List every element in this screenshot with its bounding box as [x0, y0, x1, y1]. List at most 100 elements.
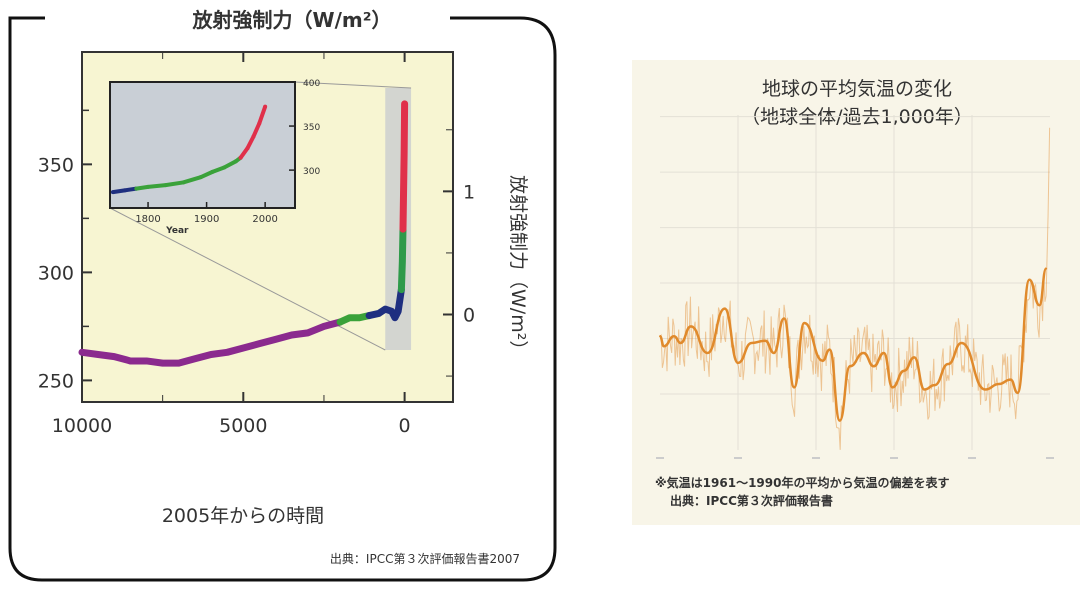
inset-data-point	[257, 121, 262, 126]
left-right-axis-label: 放射強制力（W/m²）	[507, 175, 529, 359]
annual-temperature-line	[659, 127, 1051, 450]
data-point	[398, 286, 405, 293]
data-point	[391, 314, 398, 321]
data-point	[750, 341, 753, 344]
left-chart-title: 放射強制力（W/m²）	[192, 8, 392, 32]
inset-data-point	[263, 104, 268, 109]
data-point	[706, 351, 709, 354]
data-point	[375, 310, 382, 317]
x-tick-label: 0	[399, 415, 411, 437]
data-point	[891, 386, 894, 389]
data-point	[947, 363, 950, 366]
data-point	[793, 386, 796, 389]
right-chart-title: 地球の平均気温の変化	[762, 78, 952, 100]
data-point	[191, 355, 198, 362]
data-point	[1038, 304, 1041, 307]
data-point	[304, 329, 311, 336]
inset-x-tick-label: 2000	[252, 214, 277, 225]
data-point	[95, 351, 102, 358]
inset-data-point	[210, 169, 215, 174]
inset-data-point	[122, 188, 127, 193]
data-point	[984, 388, 987, 391]
inset-data-point	[245, 146, 250, 151]
data-point	[256, 340, 263, 347]
data-point	[111, 353, 118, 360]
data-point	[662, 345, 665, 348]
y2-tick-label: 1	[463, 181, 475, 203]
data-point	[882, 351, 885, 354]
data-point	[143, 357, 150, 364]
x-tick-label: 10000	[52, 415, 112, 437]
data-point	[399, 226, 406, 233]
left-x-axis-label: 2005年からの時間	[162, 505, 324, 527]
data-series-line	[336, 312, 373, 326]
data-point	[272, 336, 279, 343]
data-point	[679, 341, 682, 344]
data-point	[872, 365, 875, 368]
data-point	[240, 344, 247, 351]
data-point	[997, 383, 1000, 385]
inset-data-point	[198, 175, 203, 180]
inset-x-tick-label: 1900	[194, 214, 219, 225]
right-panel	[632, 60, 1080, 525]
data-point	[400, 182, 407, 189]
data-point	[208, 351, 215, 358]
inset-x-tick-label: 1800	[135, 214, 160, 225]
data-point	[127, 357, 134, 364]
inset-data-point	[233, 159, 238, 164]
data-point	[862, 351, 865, 354]
data-point	[933, 384, 936, 387]
data-point	[1028, 278, 1031, 281]
data-point	[960, 341, 963, 344]
data-point	[382, 306, 389, 313]
x-tick-label: 5000	[219, 415, 267, 437]
zoom-guide-line	[109, 207, 386, 351]
data-point	[337, 319, 344, 326]
data-point	[723, 307, 726, 310]
left-source: 出典：IPCC第３次評価報告書2007	[330, 551, 520, 566]
data-point	[346, 314, 353, 321]
inset-data-point	[163, 183, 168, 188]
data-point	[838, 419, 841, 422]
data-point	[1009, 378, 1012, 381]
inset-data-point	[251, 134, 256, 139]
inset-y-tick-label: 300	[303, 167, 320, 177]
y-tick-label: 250	[38, 370, 74, 392]
left-frame	[8, 16, 557, 582]
data-point	[783, 317, 786, 320]
data-point	[388, 308, 395, 315]
inset-y-tick-label: 400	[303, 79, 320, 89]
data-point	[903, 369, 906, 372]
data-point	[828, 348, 831, 351]
data-point	[366, 312, 373, 319]
data-point	[737, 361, 739, 364]
data-point	[356, 314, 363, 321]
data-point	[79, 349, 85, 356]
data-point	[848, 365, 851, 368]
inset-data-point	[238, 155, 243, 160]
data-point	[689, 325, 692, 328]
data-point	[803, 321, 806, 324]
data-point	[401, 150, 408, 157]
zoom-guide-line	[294, 81, 412, 89]
data-point	[1016, 391, 1019, 394]
y2-tick-label: 0	[463, 305, 475, 327]
inset-data-point	[181, 180, 186, 185]
inset-data-point	[222, 165, 227, 170]
data-point	[399, 258, 406, 265]
inset-data-point	[134, 186, 139, 191]
data-point	[1045, 267, 1048, 270]
right-source: 出典：IPCC第３次評価報告書	[670, 493, 833, 508]
data-point	[913, 356, 916, 359]
inset-y-tick-label: 350	[303, 123, 320, 133]
data-point	[923, 388, 926, 391]
data-point	[159, 360, 166, 367]
data-point	[764, 339, 767, 342]
inset-data-point	[110, 190, 115, 195]
data-point	[288, 332, 295, 339]
data-point	[395, 308, 402, 315]
data-point	[772, 351, 775, 354]
inset-data-point	[146, 184, 151, 189]
data-point	[401, 100, 408, 107]
data-point	[401, 118, 408, 125]
